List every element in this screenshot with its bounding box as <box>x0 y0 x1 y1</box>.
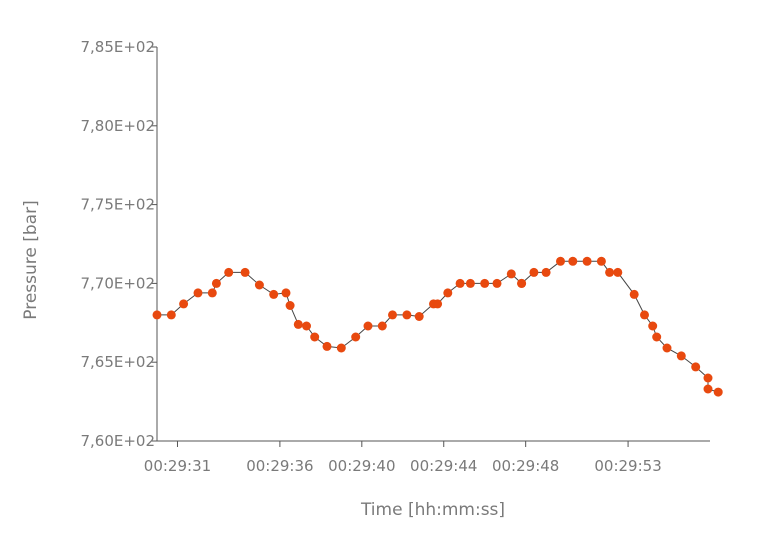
data-point <box>652 332 662 342</box>
data-point <box>517 278 527 288</box>
data-point <box>433 299 443 309</box>
data-point <box>302 321 311 331</box>
data-point <box>388 310 397 320</box>
y-tick-label: 7,70E+02 <box>80 274 155 292</box>
x-axis-title: Time [hh:mm:ss] <box>360 500 505 520</box>
data-point <box>224 267 234 277</box>
data-point <box>269 289 279 299</box>
data-point <box>166 310 176 320</box>
data-point <box>363 321 373 331</box>
data-series <box>152 256 723 397</box>
data-point <box>713 387 723 397</box>
data-point <box>254 280 264 290</box>
data-point <box>179 299 189 309</box>
data-point <box>414 312 424 321</box>
data-point <box>480 278 490 288</box>
data-point <box>152 310 162 320</box>
data-point <box>648 321 658 331</box>
data-point <box>402 310 412 320</box>
x-tick-label: 00:29:36 <box>246 457 313 475</box>
data-point <box>506 269 516 279</box>
data-point <box>605 267 615 277</box>
y-tick-label: 7,75E+02 <box>80 196 155 214</box>
y-tick-label: 7,80E+02 <box>80 117 155 135</box>
data-point <box>207 288 217 298</box>
data-point <box>455 278 465 288</box>
axes <box>156 47 710 442</box>
data-point <box>703 373 713 383</box>
data-point <box>336 343 346 353</box>
data-point <box>322 341 332 351</box>
data-point <box>568 256 578 266</box>
data-point <box>377 321 387 331</box>
data-point <box>281 288 291 298</box>
data-point <box>240 267 250 277</box>
data-point <box>529 267 539 277</box>
data-point <box>640 310 649 320</box>
x-axis-ticks: 00:29:31 00:29:36 00:29:40 00:29:44 00:29:48… <box>144 441 662 475</box>
x-tick-label: 00:29:31 <box>144 457 211 475</box>
data-point <box>193 288 203 298</box>
data-point <box>676 351 686 361</box>
data-point <box>629 289 639 299</box>
data-point <box>613 267 623 277</box>
data-point <box>492 278 502 288</box>
y-axis-ticks: 7,60E+02 7,65E+02 7,70E+02 7,75E+02 7,80E+02… <box>80 38 157 450</box>
series-line <box>157 260 719 393</box>
data-point <box>596 256 606 266</box>
data-point <box>211 278 221 288</box>
x-tick-label: 00:29:53 <box>594 457 661 475</box>
data-point <box>556 256 565 266</box>
data-point <box>465 278 475 288</box>
x-tick-label: 00:29:40 <box>328 457 395 475</box>
data-point <box>662 343 672 353</box>
y-axis-title: Pressure [bar] <box>21 200 41 319</box>
data-point <box>582 256 592 266</box>
data-point <box>443 288 453 298</box>
data-point <box>541 267 551 277</box>
x-tick-label: 00:29:44 <box>410 457 477 475</box>
data-point <box>703 384 713 394</box>
data-point <box>691 362 701 372</box>
data-point <box>293 319 303 329</box>
data-point <box>285 301 295 310</box>
y-tick-label: 7,65E+02 <box>80 353 155 371</box>
y-tick-label: 7,85E+02 <box>80 38 155 56</box>
x-tick-label: 00:29:48 <box>492 457 559 475</box>
data-point <box>351 332 361 342</box>
data-point <box>310 332 320 342</box>
y-tick-label: 7,60E+02 <box>80 432 155 450</box>
